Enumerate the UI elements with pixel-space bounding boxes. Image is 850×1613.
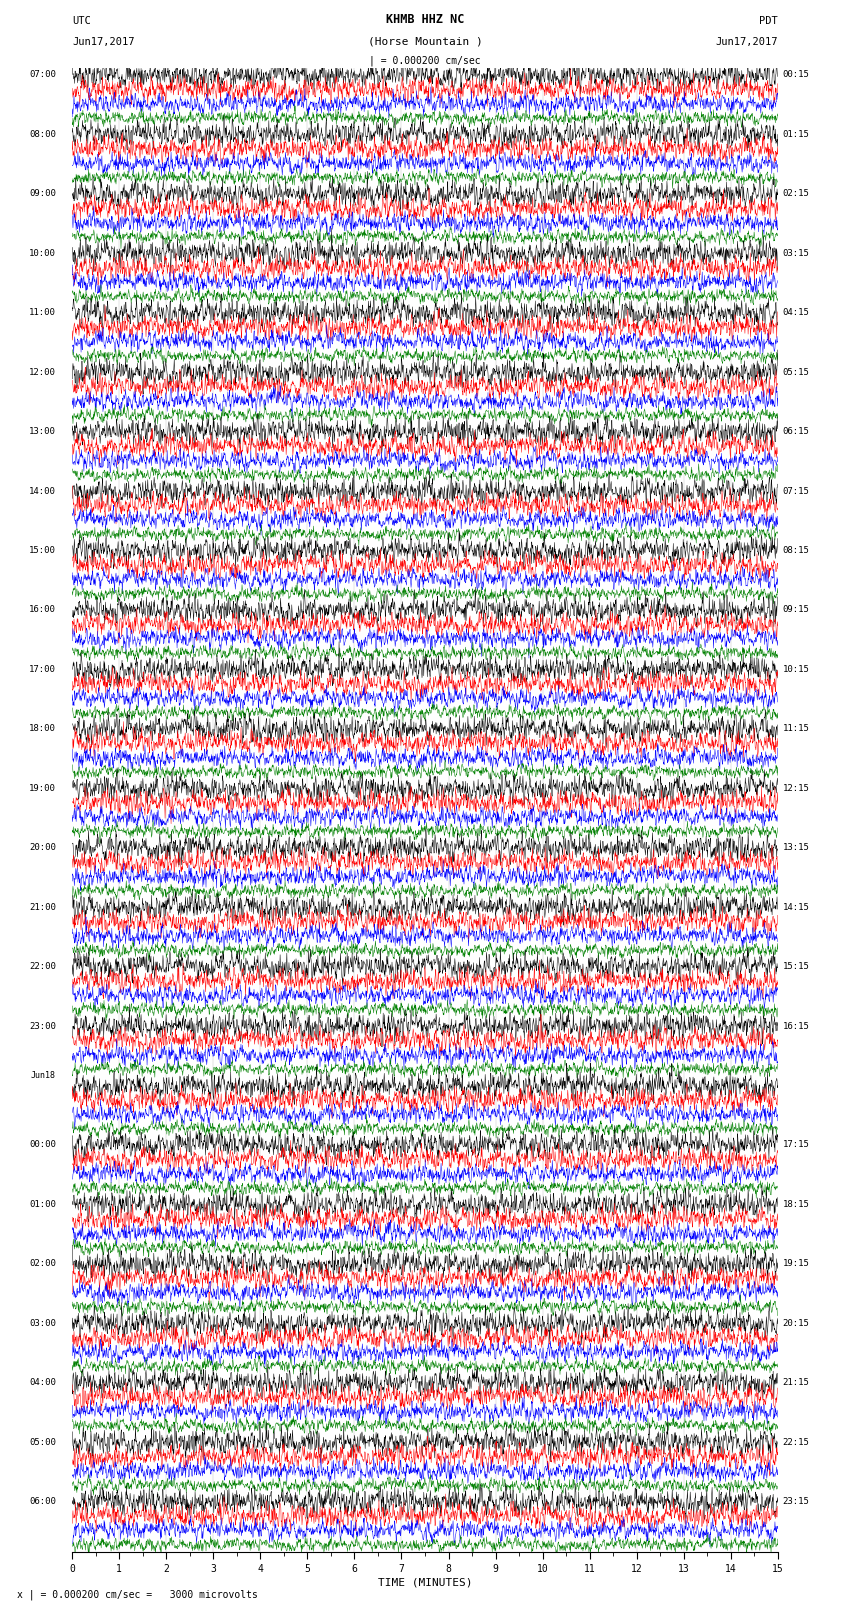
Text: 01:15: 01:15 <box>783 131 809 139</box>
Text: (Horse Mountain ): (Horse Mountain ) <box>367 37 483 47</box>
Text: 09:15: 09:15 <box>783 605 809 615</box>
Text: 10:00: 10:00 <box>29 248 56 258</box>
Text: 16:15: 16:15 <box>783 1021 809 1031</box>
Text: 15:15: 15:15 <box>783 961 809 971</box>
Text: 06:00: 06:00 <box>29 1497 56 1507</box>
Text: 17:00: 17:00 <box>29 665 56 674</box>
Text: 03:15: 03:15 <box>783 248 809 258</box>
Text: 15:00: 15:00 <box>29 545 56 555</box>
Text: 23:15: 23:15 <box>783 1497 809 1507</box>
Text: 11:00: 11:00 <box>29 308 56 318</box>
Text: 22:15: 22:15 <box>783 1437 809 1447</box>
Text: 22:00: 22:00 <box>29 961 56 971</box>
Text: 13:00: 13:00 <box>29 427 56 436</box>
Text: 14:00: 14:00 <box>29 487 56 495</box>
Text: x | = 0.000200 cm/sec =   3000 microvolts: x | = 0.000200 cm/sec = 3000 microvolts <box>17 1589 258 1600</box>
Text: 04:15: 04:15 <box>783 308 809 318</box>
Text: 05:00: 05:00 <box>29 1437 56 1447</box>
Text: 20:00: 20:00 <box>29 844 56 852</box>
Text: 23:00: 23:00 <box>29 1021 56 1031</box>
Text: 10:15: 10:15 <box>783 665 809 674</box>
Text: 02:15: 02:15 <box>783 189 809 198</box>
Text: 06:15: 06:15 <box>783 427 809 436</box>
Text: KHMB HHZ NC: KHMB HHZ NC <box>386 13 464 26</box>
Text: 21:00: 21:00 <box>29 903 56 911</box>
Text: 00:15: 00:15 <box>783 71 809 79</box>
Text: UTC: UTC <box>72 16 91 26</box>
Text: 02:00: 02:00 <box>29 1260 56 1268</box>
Text: 16:00: 16:00 <box>29 605 56 615</box>
X-axis label: TIME (MINUTES): TIME (MINUTES) <box>377 1578 473 1587</box>
Text: 19:15: 19:15 <box>783 1260 809 1268</box>
Text: 09:00: 09:00 <box>29 189 56 198</box>
Text: 13:15: 13:15 <box>783 844 809 852</box>
Text: 03:00: 03:00 <box>29 1319 56 1327</box>
Text: 05:15: 05:15 <box>783 368 809 376</box>
Text: 08:00: 08:00 <box>29 131 56 139</box>
Text: PDT: PDT <box>759 16 778 26</box>
Text: 08:15: 08:15 <box>783 545 809 555</box>
Text: Jun17,2017: Jun17,2017 <box>72 37 135 47</box>
Text: Jun18: Jun18 <box>31 1071 56 1081</box>
Text: 14:15: 14:15 <box>783 903 809 911</box>
Text: 18:00: 18:00 <box>29 724 56 734</box>
Text: 21:15: 21:15 <box>783 1378 809 1387</box>
Text: | = 0.000200 cm/sec: | = 0.000200 cm/sec <box>369 56 481 66</box>
Text: 11:15: 11:15 <box>783 724 809 734</box>
Text: 00:00: 00:00 <box>29 1140 56 1150</box>
Text: 18:15: 18:15 <box>783 1200 809 1208</box>
Text: 20:15: 20:15 <box>783 1319 809 1327</box>
Text: Jun17,2017: Jun17,2017 <box>715 37 778 47</box>
Text: 04:00: 04:00 <box>29 1378 56 1387</box>
Text: 07:15: 07:15 <box>783 487 809 495</box>
Text: 01:00: 01:00 <box>29 1200 56 1208</box>
Text: 17:15: 17:15 <box>783 1140 809 1150</box>
Text: 12:15: 12:15 <box>783 784 809 792</box>
Text: 19:00: 19:00 <box>29 784 56 792</box>
Text: 12:00: 12:00 <box>29 368 56 376</box>
Text: 07:00: 07:00 <box>29 71 56 79</box>
